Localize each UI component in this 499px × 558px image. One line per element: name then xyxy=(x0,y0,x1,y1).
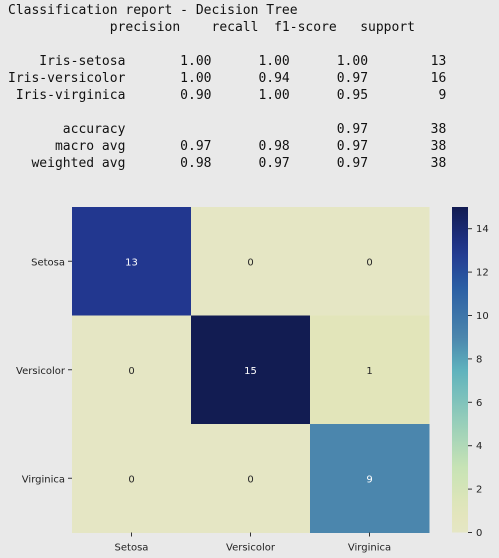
x-tick-label: Virginica xyxy=(348,543,391,554)
colorbar-tick-label: 6 xyxy=(476,398,482,409)
colorbar xyxy=(452,207,468,533)
y-tick-label: Versicolor xyxy=(16,366,66,377)
y-tick-label: Virginica xyxy=(22,474,65,485)
colorbar-tick-label: 0 xyxy=(476,528,482,539)
cell-value-label: 1 xyxy=(366,366,372,377)
heatmap-cell xyxy=(191,207,311,316)
cell-value-label: 9 xyxy=(366,474,372,485)
colorbar-tick-label: 8 xyxy=(476,354,482,365)
x-tick-label: Versicolor xyxy=(226,543,276,554)
report-line-blank xyxy=(8,104,446,121)
report-line-setosa: Iris-setosa 1.00 1.00 1.00 13 xyxy=(8,54,447,69)
cell-value-label: 0 xyxy=(366,257,372,268)
x-tick-label: Setosa xyxy=(115,543,149,554)
heatmap-cell xyxy=(191,424,311,533)
cell-value-label: 13 xyxy=(125,257,138,268)
cell-value-label: 0 xyxy=(128,366,134,377)
heatmap-cell xyxy=(72,315,192,425)
cell-value-label: 0 xyxy=(247,474,253,485)
cell-value-label: 0 xyxy=(247,257,253,268)
colorbar-tick-label: 4 xyxy=(476,441,482,452)
heatmap-cell xyxy=(72,207,192,316)
report-line-versicolor: Iris-versicolor 1.00 0.94 0.97 16 xyxy=(8,71,447,86)
confusion-matrix-heatmap: 13 0 00 15 10 0 9SetosaVersicolorVirginicaSeto… xyxy=(16,207,489,554)
colorbar-tick-label: 14 xyxy=(476,224,489,235)
heatmap-cell xyxy=(72,424,192,533)
heatmap-cell xyxy=(310,207,430,316)
heatmap-cell xyxy=(310,315,430,425)
colorbar-tick-label: 2 xyxy=(476,485,482,496)
cell-value-label: 0 xyxy=(128,474,134,485)
report-title: Classification report - Decision Tree xyxy=(8,3,298,18)
heatmap-cell xyxy=(310,424,430,533)
colorbar-tick-label: 10 xyxy=(476,311,489,322)
report-line-macro-avg: macro avg 0.97 0.98 0.97 38 xyxy=(8,139,447,154)
report-line-blank xyxy=(8,36,446,53)
report-line-accuracy: accuracy 0.97 38 xyxy=(8,122,447,137)
report-line-virginica: Iris-virginica 0.90 1.00 0.95 9 xyxy=(8,88,447,103)
report-line-weighted-avg: weighted avg 0.98 0.97 0.97 38 xyxy=(8,156,447,171)
heatmap-cell xyxy=(191,315,311,425)
classification-report: Classification report - Decision Tree pr… xyxy=(8,2,446,172)
colorbar-tick-label: 12 xyxy=(476,268,489,279)
report-line-header: precision recall f1-score support xyxy=(8,20,415,35)
cell-value-label: 15 xyxy=(244,366,257,377)
y-tick-label: Setosa xyxy=(31,257,65,268)
heatmap-cells: 13 0 0 0 15 1 0 0 9 xyxy=(72,207,430,533)
